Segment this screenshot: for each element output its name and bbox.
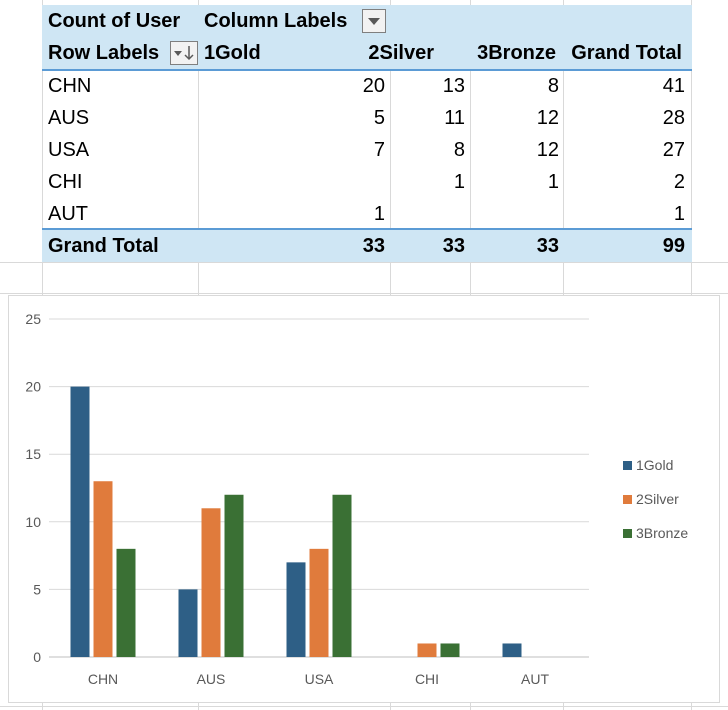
row-label[interactable]: AUS [48, 107, 90, 129]
table-cell[interactable]: 28 [662, 107, 685, 129]
legend-swatch [623, 461, 632, 470]
table-cell[interactable]: 99 [662, 235, 685, 257]
y-tick-label: 10 [25, 514, 41, 530]
column-labels-filter-button[interactable] [362, 9, 386, 33]
pivot-chart[interactable]: 0 5 10 15 20 25 CHN AUS USA CHI AUT 1Gold 2Silver 3Br… [8, 295, 720, 703]
table-cell[interactable]: 12 [536, 139, 559, 161]
table-cell[interactable]: 33 [362, 235, 385, 257]
pivot-table: Count of User Column Labels Row Labels 1… [42, 5, 692, 262]
x-tick-label: AUS [197, 671, 226, 687]
table-cell[interactable]: 27 [662, 139, 685, 161]
bar [309, 548, 329, 657]
pivot-column-labels-header[interactable]: Column Labels [204, 10, 348, 32]
row-label[interactable]: AUT [48, 203, 88, 225]
table-cell[interactable]: 8 [547, 75, 559, 97]
table-cell[interactable]: 41 [662, 75, 685, 97]
legend-swatch [623, 529, 632, 538]
sort-filter-icon [174, 46, 194, 61]
table-cell[interactable]: 33 [442, 235, 465, 257]
bar [201, 508, 221, 657]
table-cell[interactable]: 1 [547, 171, 559, 193]
row-label[interactable]: CHN [48, 75, 92, 97]
table-cell[interactable]: 11 [444, 107, 465, 129]
column-header-grand-total[interactable]: Grand Total [571, 42, 682, 64]
bar [417, 643, 437, 657]
legend-label: 2Silver [636, 491, 679, 507]
x-tick-label: AUT [521, 671, 549, 687]
table-cell[interactable] [392, 198, 465, 230]
table-cell[interactable]: 1 [373, 203, 385, 225]
table-cell[interactable]: 2 [673, 171, 685, 193]
dropdown-arrow-icon [368, 18, 380, 25]
table-cell[interactable]: 12 [536, 107, 559, 129]
bar [224, 494, 244, 657]
row-label[interactable]: CHI [48, 171, 83, 193]
bar [93, 481, 113, 657]
bar [440, 643, 460, 657]
bar-chart: 0 5 10 15 20 25 CHN AUS USA CHI AUT 1Gold 2Silver 3Br… [25, 311, 688, 687]
bar [178, 589, 198, 657]
x-tick-label: CHN [88, 671, 118, 687]
pivot-grand-total-band [42, 229, 692, 262]
bar [502, 643, 522, 657]
pivot-value-field-label[interactable]: Count of User [48, 10, 181, 32]
column-header-2silver[interactable]: 2Silver [368, 42, 434, 64]
table-cell[interactable]: 33 [536, 235, 559, 257]
y-tick-label: 20 [25, 379, 41, 395]
y-tick-label: 15 [25, 446, 41, 462]
grand-total-label[interactable]: Grand Total [48, 235, 159, 257]
table-cell[interactable]: 20 [362, 75, 385, 97]
row-label[interactable]: USA [48, 139, 90, 161]
table-cell[interactable]: 5 [373, 107, 385, 129]
bar [70, 386, 90, 657]
column-header-3bronze[interactable]: 3Bronze [477, 42, 556, 64]
bar [332, 494, 352, 657]
table-cell[interactable]: 1 [673, 203, 685, 225]
x-tick-label: CHI [415, 671, 439, 687]
row-labels-sort-filter-button[interactable] [170, 41, 198, 65]
column-header-1gold[interactable]: 1Gold [204, 42, 261, 64]
bar [116, 548, 136, 657]
table-cell[interactable] [472, 198, 559, 230]
legend-label: 1Gold [636, 457, 673, 473]
legend-swatch [623, 495, 632, 504]
x-tick-label: USA [305, 671, 334, 687]
y-tick-label: 25 [25, 311, 41, 327]
y-tick-label: 5 [33, 581, 41, 597]
table-cell[interactable]: 13 [442, 75, 465, 97]
y-tick-label: 0 [33, 649, 41, 665]
table-cell[interactable] [242, 166, 385, 198]
legend-label: 3Bronze [636, 525, 688, 541]
table-cell[interactable]: 8 [453, 139, 465, 161]
pivot-row-labels-header[interactable]: Row Labels [48, 42, 160, 64]
bar [286, 562, 306, 657]
table-cell[interactable]: 1 [453, 171, 465, 193]
table-cell[interactable]: 7 [373, 139, 385, 161]
